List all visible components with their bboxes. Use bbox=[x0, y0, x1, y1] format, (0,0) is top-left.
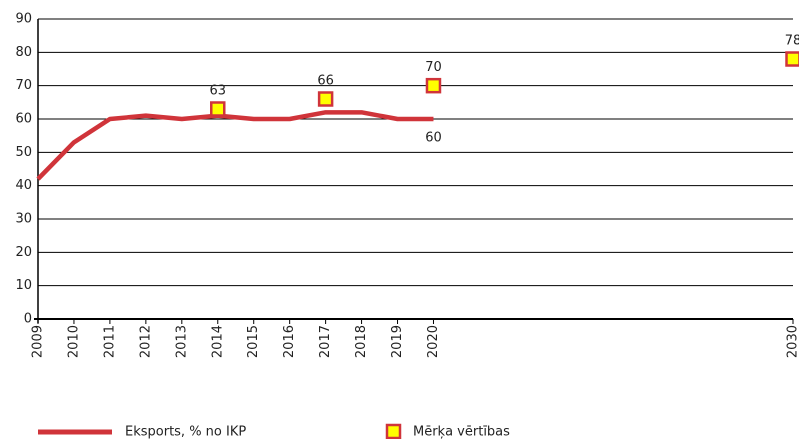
target-marker bbox=[425, 77, 442, 94]
x-tick-label: 2017 bbox=[318, 325, 333, 358]
y-tick-label: 30 bbox=[15, 212, 32, 227]
x-tick-label: 2016 bbox=[282, 325, 297, 358]
x-tick-label: 2019 bbox=[390, 325, 405, 358]
data-label: 70 bbox=[425, 60, 442, 75]
data-label: 78 bbox=[785, 34, 799, 49]
x-tick-label: 2011 bbox=[102, 325, 117, 358]
y-tick-label: 80 bbox=[15, 45, 32, 60]
y-tick-label: 60 bbox=[15, 112, 32, 127]
y-tick-label: 0 bbox=[24, 312, 32, 327]
y-tick-label: 90 bbox=[15, 12, 32, 27]
line bbox=[36, 110, 434, 181]
target-marker bbox=[785, 51, 799, 67]
legend-marker bbox=[385, 423, 402, 439]
data-label: 60 bbox=[425, 131, 442, 146]
x-tick-label: 2012 bbox=[138, 325, 153, 358]
data-label: 66 bbox=[317, 74, 334, 89]
x-tick-label: 2015 bbox=[246, 325, 261, 358]
x-tick-label: 2018 bbox=[354, 325, 369, 358]
x-tick-label: 2020 bbox=[426, 325, 441, 358]
x-tick-label: 2014 bbox=[210, 325, 225, 358]
data-label: 63 bbox=[209, 84, 226, 99]
y-tick-label: 50 bbox=[15, 145, 32, 160]
y-tick-label: 20 bbox=[15, 245, 32, 260]
x-tick-label: 2030 bbox=[786, 325, 799, 358]
x-tick-label: 2010 bbox=[66, 325, 81, 358]
legend-label: Mērķa vērtības bbox=[413, 425, 510, 439]
y-tick-label: 70 bbox=[15, 78, 32, 93]
target-marker bbox=[317, 91, 334, 107]
y-tick-label: 10 bbox=[15, 278, 32, 293]
y-tick-label: 40 bbox=[15, 178, 32, 193]
legend-label: Eksports, % no IKP bbox=[125, 425, 246, 439]
x-tick-label: 2013 bbox=[174, 325, 189, 358]
x-tick-label: 2009 bbox=[31, 325, 46, 358]
target-marker bbox=[210, 101, 226, 117]
